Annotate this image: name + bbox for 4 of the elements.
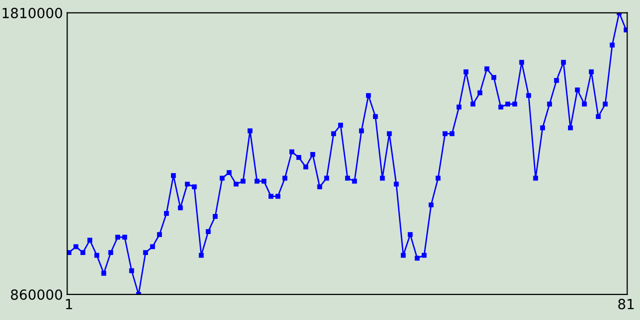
x-tick-label: 81 <box>618 298 634 310</box>
y-tick-label: 1810000 <box>2 8 62 18</box>
y-tick-label: 860000 <box>10 289 62 300</box>
x-tick-label: 1 <box>66 298 72 310</box>
